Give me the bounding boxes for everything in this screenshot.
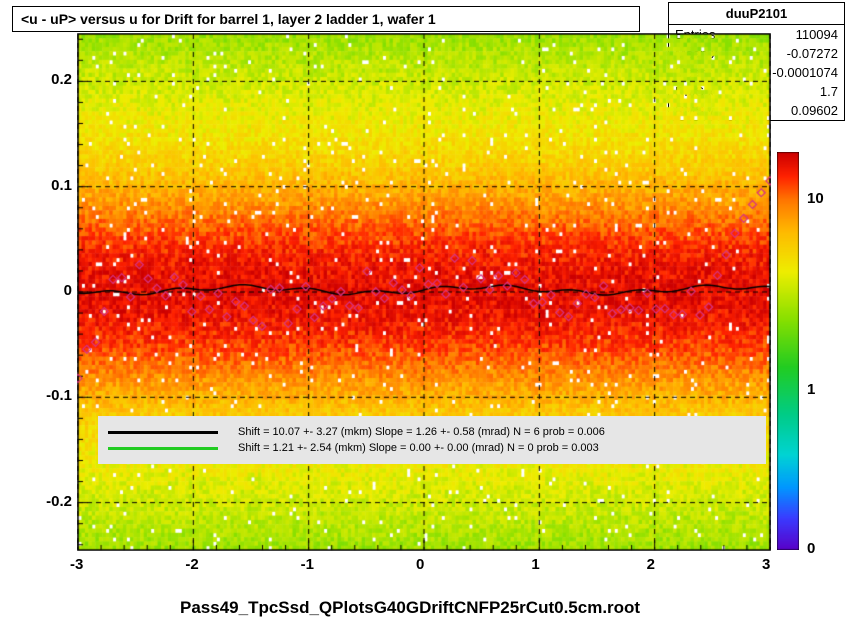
fit-swatch — [108, 431, 218, 434]
stats-value: -0.0001074 — [772, 65, 838, 80]
x-tick: 1 — [531, 556, 539, 573]
y-tick: 0.1 — [51, 177, 72, 194]
x-tick: 0 — [416, 556, 424, 573]
fit-legend: Shift = 10.07 +- 3.27 (mkm) Slope = 1.26… — [98, 416, 766, 464]
stats-name: duuP2101 — [669, 3, 844, 25]
plot-title: <u - uP> versus u for Drift for barrel 1… — [12, 6, 640, 32]
file-label: Pass49_TpcSsd_QPlotsG40GDriftCNFP25rCut0… — [180, 598, 640, 618]
colorbar-tick: 10 — [807, 190, 824, 207]
y-tick: -0.1 — [46, 387, 72, 404]
stats-value: 0.09602 — [791, 103, 838, 118]
x-tick: -3 — [70, 556, 83, 573]
stats-value: -0.07272 — [787, 46, 838, 61]
y-tick: 0.2 — [51, 71, 72, 88]
plot-overlay — [77, 33, 771, 551]
colorbar-tick: 1 — [807, 381, 815, 398]
y-tick: -0.2 — [46, 493, 72, 510]
colorbar-tick: 0 — [807, 540, 815, 557]
colorbar — [777, 152, 799, 550]
fit-row: Shift = 1.21 +- 2.54 (mkm) Slope = 0.00 … — [108, 442, 756, 454]
stats-value: 1.7 — [820, 84, 838, 99]
x-tick: -2 — [185, 556, 198, 573]
x-tick: -1 — [301, 556, 314, 573]
fit-swatch — [108, 447, 218, 450]
fit-text: Shift = 1.21 +- 2.54 (mkm) Slope = 0.00 … — [238, 442, 599, 454]
fit-text: Shift = 10.07 +- 3.27 (mkm) Slope = 1.26… — [238, 426, 605, 438]
y-tick: 0 — [64, 282, 72, 299]
fit-row: Shift = 10.07 +- 3.27 (mkm) Slope = 1.26… — [108, 426, 756, 438]
x-tick: 2 — [647, 556, 655, 573]
x-tick: 3 — [762, 556, 770, 573]
stats-value: 110094 — [796, 27, 838, 42]
